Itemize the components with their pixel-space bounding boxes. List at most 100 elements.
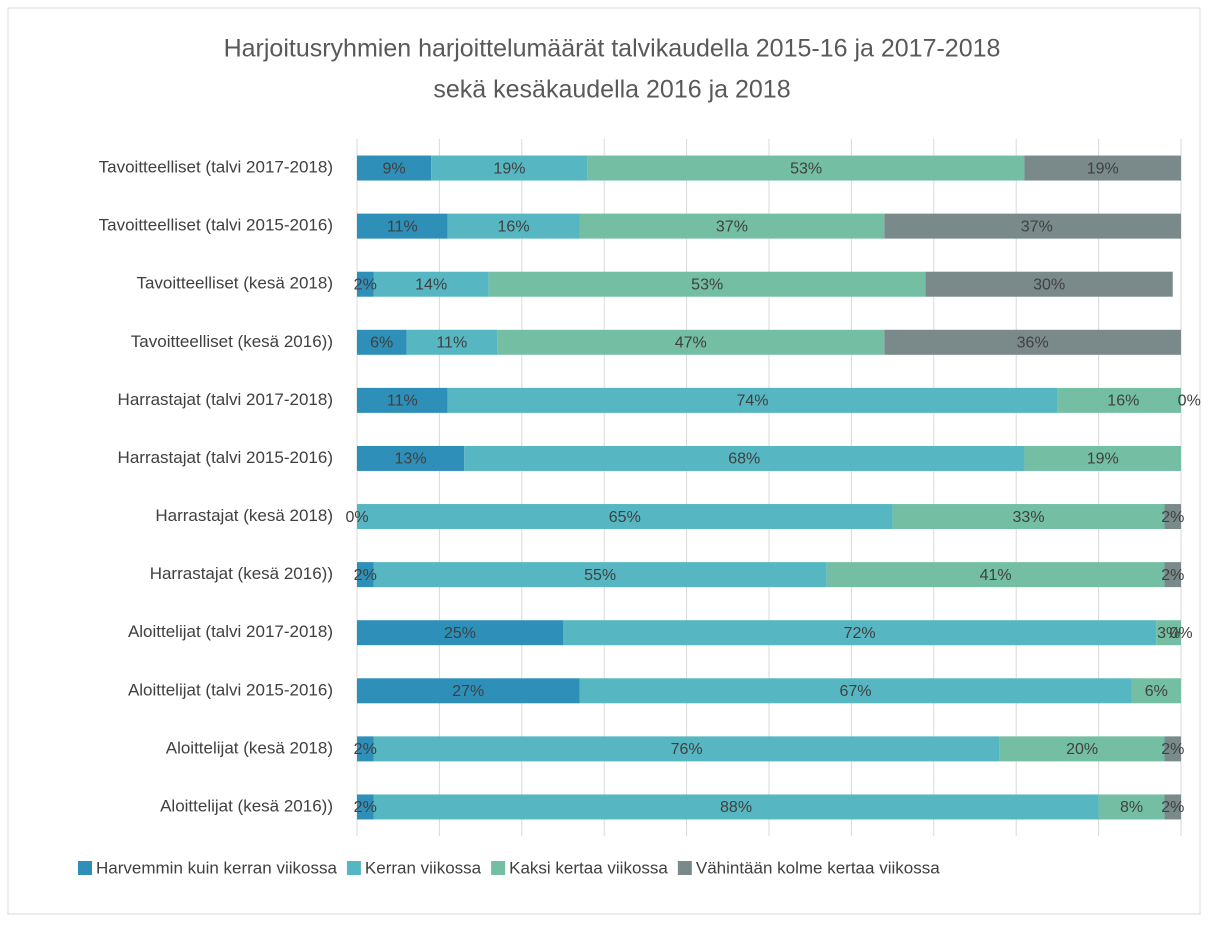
data-label: 13% [395,451,427,468]
data-label: 25% [444,625,476,642]
data-label: 88% [720,799,752,816]
bar-segment [357,445,465,471]
data-label: 41% [980,567,1012,584]
legend-label: Kaksi kertaa viikossa [509,858,668,877]
data-label: 47% [675,335,707,352]
legend-swatch [491,861,506,875]
data-label: 2% [1161,741,1184,758]
bar-segment [1164,736,1181,762]
bar-segment [357,678,580,704]
data-label: 20% [1066,741,1098,758]
bar-segment [357,271,374,297]
data-label: 6% [370,335,393,352]
bar-segment [826,562,1165,588]
data-label: 11% [436,335,467,352]
bar-segment [373,794,1099,820]
legend-label: Harvemmin kuin kerran viikossa [96,858,337,877]
bar-segment [488,271,926,297]
data-label: 19% [493,160,525,177]
data-label: 2% [354,741,377,758]
data-label: 0% [345,509,368,526]
data-label: 19% [1087,160,1119,177]
y-tick-label: Tavoitteelliset (talvi 2015-2016) [99,216,333,235]
bar-segment [587,155,1025,181]
bar-segment [406,329,498,355]
data-label: 6% [1145,683,1168,700]
data-label: 2% [354,567,377,584]
bar-segment [447,387,1058,413]
data-label: 30% [1033,276,1065,293]
bar-segment [1024,445,1181,471]
bar-segment [579,213,885,239]
data-label: 65% [609,509,641,526]
data-label: 74% [737,393,769,410]
bar-segment [497,329,885,355]
data-label: 8% [1120,799,1143,816]
bar-segment [1156,620,1181,646]
data-label: 37% [716,218,748,235]
bar-segment [1057,387,1181,413]
bar-segment [357,329,407,355]
data-label: 11% [387,393,418,410]
bar-segment [892,504,1165,530]
data-label: 37% [1021,218,1053,235]
data-label: 36% [1017,335,1049,352]
y-tick-label: Aloittelijat (talvi 2017-2018) [128,622,333,641]
legend-label: Vähintään kolme kertaa viikossa [696,858,940,877]
y-tick-label: Harrastajat (kesä 2018) [155,506,333,525]
data-label: 67% [840,683,872,700]
bar-segment [357,213,448,239]
y-tick-label: Aloittelijat (kesä 2016)) [160,796,333,815]
y-tick-label: Harrastajat (talvi 2015-2016) [118,448,333,467]
y-tick-label: Harrastajat (kesä 2016)) [150,564,333,583]
data-label: 33% [1013,509,1045,526]
data-label: 16% [498,218,530,235]
bar-segment [1164,562,1181,588]
data-label: 2% [1161,567,1184,584]
data-label: 11% [387,218,418,235]
bar-segment [373,736,1000,762]
bar-segment [357,562,374,588]
bar-segment [357,387,448,413]
y-tick-label: Aloittelijat (talvi 2015-2016) [128,680,333,699]
bar-segment [579,678,1132,704]
legend-swatch [78,861,92,875]
bar-segment [447,213,580,239]
data-label: 9% [383,160,406,177]
bar-segment [431,155,588,181]
data-label: 14% [415,276,447,293]
data-label: 2% [1161,799,1184,816]
y-tick-label: Tavoitteelliset (kesä 2016)) [131,332,333,351]
legend-swatch [346,861,361,875]
bar-segment [464,445,1025,471]
bar-segment [1024,155,1181,181]
bar-segment [1164,794,1181,820]
bar-segment [373,562,827,588]
data-label: 19% [1087,451,1119,468]
bar-segment [925,271,1173,297]
bar-segment [357,736,374,762]
bar-segment [1164,504,1181,530]
data-label: 76% [671,741,703,758]
y-tick-label: Aloittelijat (kesä 2018) [166,738,333,757]
legend-swatch [677,861,692,875]
data-label: 27% [452,683,484,700]
bar-segment [1131,678,1181,704]
chart-title: Harjoitusryhmien harjoittelumäärät talvi… [224,35,1001,63]
data-label: 3% [1157,625,1180,642]
bar-segment [884,329,1181,355]
data-label: 55% [584,567,616,584]
data-label: 53% [790,160,822,177]
bar-segment [884,213,1181,239]
bar-segment [357,794,374,820]
bar-segment [1098,794,1165,820]
bar-segment [373,271,489,297]
data-label: 2% [354,276,377,293]
y-tick-label: Tavoitteelliset (kesä 2018) [136,274,333,293]
data-label: 16% [1107,393,1139,410]
bar-segment [357,504,893,530]
data-label: 2% [1161,509,1184,526]
bar-segment [563,620,1157,646]
y-tick-label: Harrastajat (talvi 2017-2018) [118,390,333,409]
